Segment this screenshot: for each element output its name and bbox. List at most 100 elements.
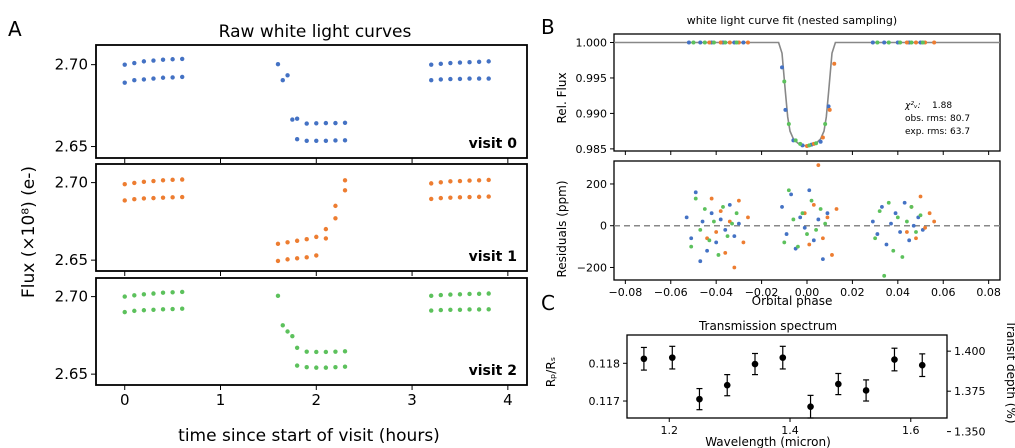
residual-point — [736, 221, 741, 226]
fit-point — [820, 135, 825, 140]
residual-point — [893, 211, 898, 216]
residuals-frame — [613, 160, 1001, 281]
residual-point — [818, 207, 823, 211]
data-point — [467, 76, 472, 81]
data-point — [467, 307, 472, 312]
fit-point — [823, 122, 828, 127]
data-point — [132, 60, 137, 66]
data-point — [122, 62, 127, 67]
visit-label: visit 2 — [469, 363, 517, 379]
data-point — [180, 289, 185, 295]
residual-point — [734, 211, 739, 216]
data-point — [342, 364, 348, 369]
fit-point — [814, 141, 819, 146]
fit-plot: 0.985 0.990 0.995 1.000 — [576, 33, 1001, 156]
x-tick-label: 1.4 — [781, 424, 799, 437]
spectrum-point — [918, 361, 926, 369]
data-point — [323, 120, 329, 126]
residual-point — [782, 240, 787, 245]
y-tick-label: 0 — [600, 220, 607, 233]
data-point — [122, 80, 127, 85]
data-point — [141, 77, 147, 82]
y2-tick-label: 1.400 — [954, 345, 986, 358]
data-point — [285, 329, 290, 334]
y-tick-label: 2.70 — [55, 174, 88, 192]
data-point — [151, 178, 156, 184]
residual-point — [807, 188, 812, 193]
data-point — [476, 76, 482, 81]
data-point — [122, 181, 127, 187]
data-point — [170, 306, 175, 312]
x-tick-label: 1.6 — [902, 424, 920, 437]
data-point — [323, 365, 329, 370]
data-point — [342, 349, 348, 354]
data-point — [170, 57, 175, 62]
subplot-visit-2: 2.65 2.70 0 1 2 3 4 visit 2 — [55, 277, 528, 409]
residuals-ylabel: Residuals (ppm) — [555, 180, 569, 277]
data-point — [314, 121, 319, 126]
y-tick-label: 2.70 — [55, 288, 88, 306]
subplot-frame — [95, 44, 528, 159]
residual-point — [732, 234, 737, 239]
data-point — [180, 194, 185, 200]
data-point — [141, 308, 147, 313]
residual-point — [693, 190, 698, 195]
residual-point — [830, 253, 834, 257]
fit-point — [723, 40, 728, 45]
y-tick-label: 2.65 — [55, 365, 88, 383]
x-tick-label: 3 — [407, 391, 417, 409]
panel-c-ylabel: Rₚ/Rₛ — [544, 357, 558, 387]
data-point — [448, 76, 453, 82]
data-point — [476, 291, 482, 297]
data-point — [438, 61, 443, 67]
fit-point — [782, 79, 787, 84]
subplot-frame — [95, 163, 528, 272]
residual-point — [909, 205, 914, 209]
residual-point — [732, 265, 737, 270]
spectrum-point — [891, 356, 898, 363]
data-point — [132, 293, 137, 298]
subplot-visit-0: 2.65 2.70 visit 0 — [55, 44, 528, 163]
fit-point — [727, 40, 732, 45]
data-point — [275, 293, 281, 299]
residual-point — [705, 248, 709, 253]
fit-point — [807, 143, 812, 148]
residual-point — [718, 217, 723, 222]
exp-rms-value: 63.7 — [950, 127, 970, 137]
data-point — [160, 307, 166, 312]
panel-c-y2label: Transit depth (%) — [1004, 319, 1015, 423]
x-tick-label: −0.04 — [699, 286, 733, 299]
data-point — [151, 307, 156, 312]
data-point — [151, 195, 156, 201]
residual-point — [820, 236, 825, 241]
data-point — [180, 177, 185, 182]
residual-point — [698, 227, 703, 232]
data-point — [457, 307, 463, 312]
x-tick-label: −0.02 — [745, 286, 779, 299]
residual-point — [725, 234, 730, 239]
fit-point — [691, 40, 696, 45]
data-point — [467, 194, 472, 200]
residual-point — [800, 211, 805, 216]
data-point — [438, 195, 443, 201]
data-point — [467, 178, 472, 183]
spectrum-point — [640, 355, 648, 363]
data-point — [448, 195, 453, 200]
residual-point — [884, 242, 889, 247]
residual-point — [834, 207, 839, 211]
data-point — [285, 73, 290, 78]
residual-point — [786, 188, 791, 193]
data-point — [294, 238, 300, 243]
residual-point — [809, 198, 814, 203]
residual-point — [718, 209, 723, 214]
data-point — [180, 306, 185, 311]
residual-point — [709, 196, 714, 201]
residual-point — [873, 236, 878, 241]
data-point — [141, 292, 147, 297]
data-point — [160, 75, 166, 80]
panel-a-title: Raw white light curves — [219, 22, 412, 42]
y-tick-label: 200 — [586, 178, 607, 191]
data-point — [467, 59, 472, 65]
y-tick-label: 1.000 — [576, 37, 608, 50]
data-point — [429, 62, 434, 67]
